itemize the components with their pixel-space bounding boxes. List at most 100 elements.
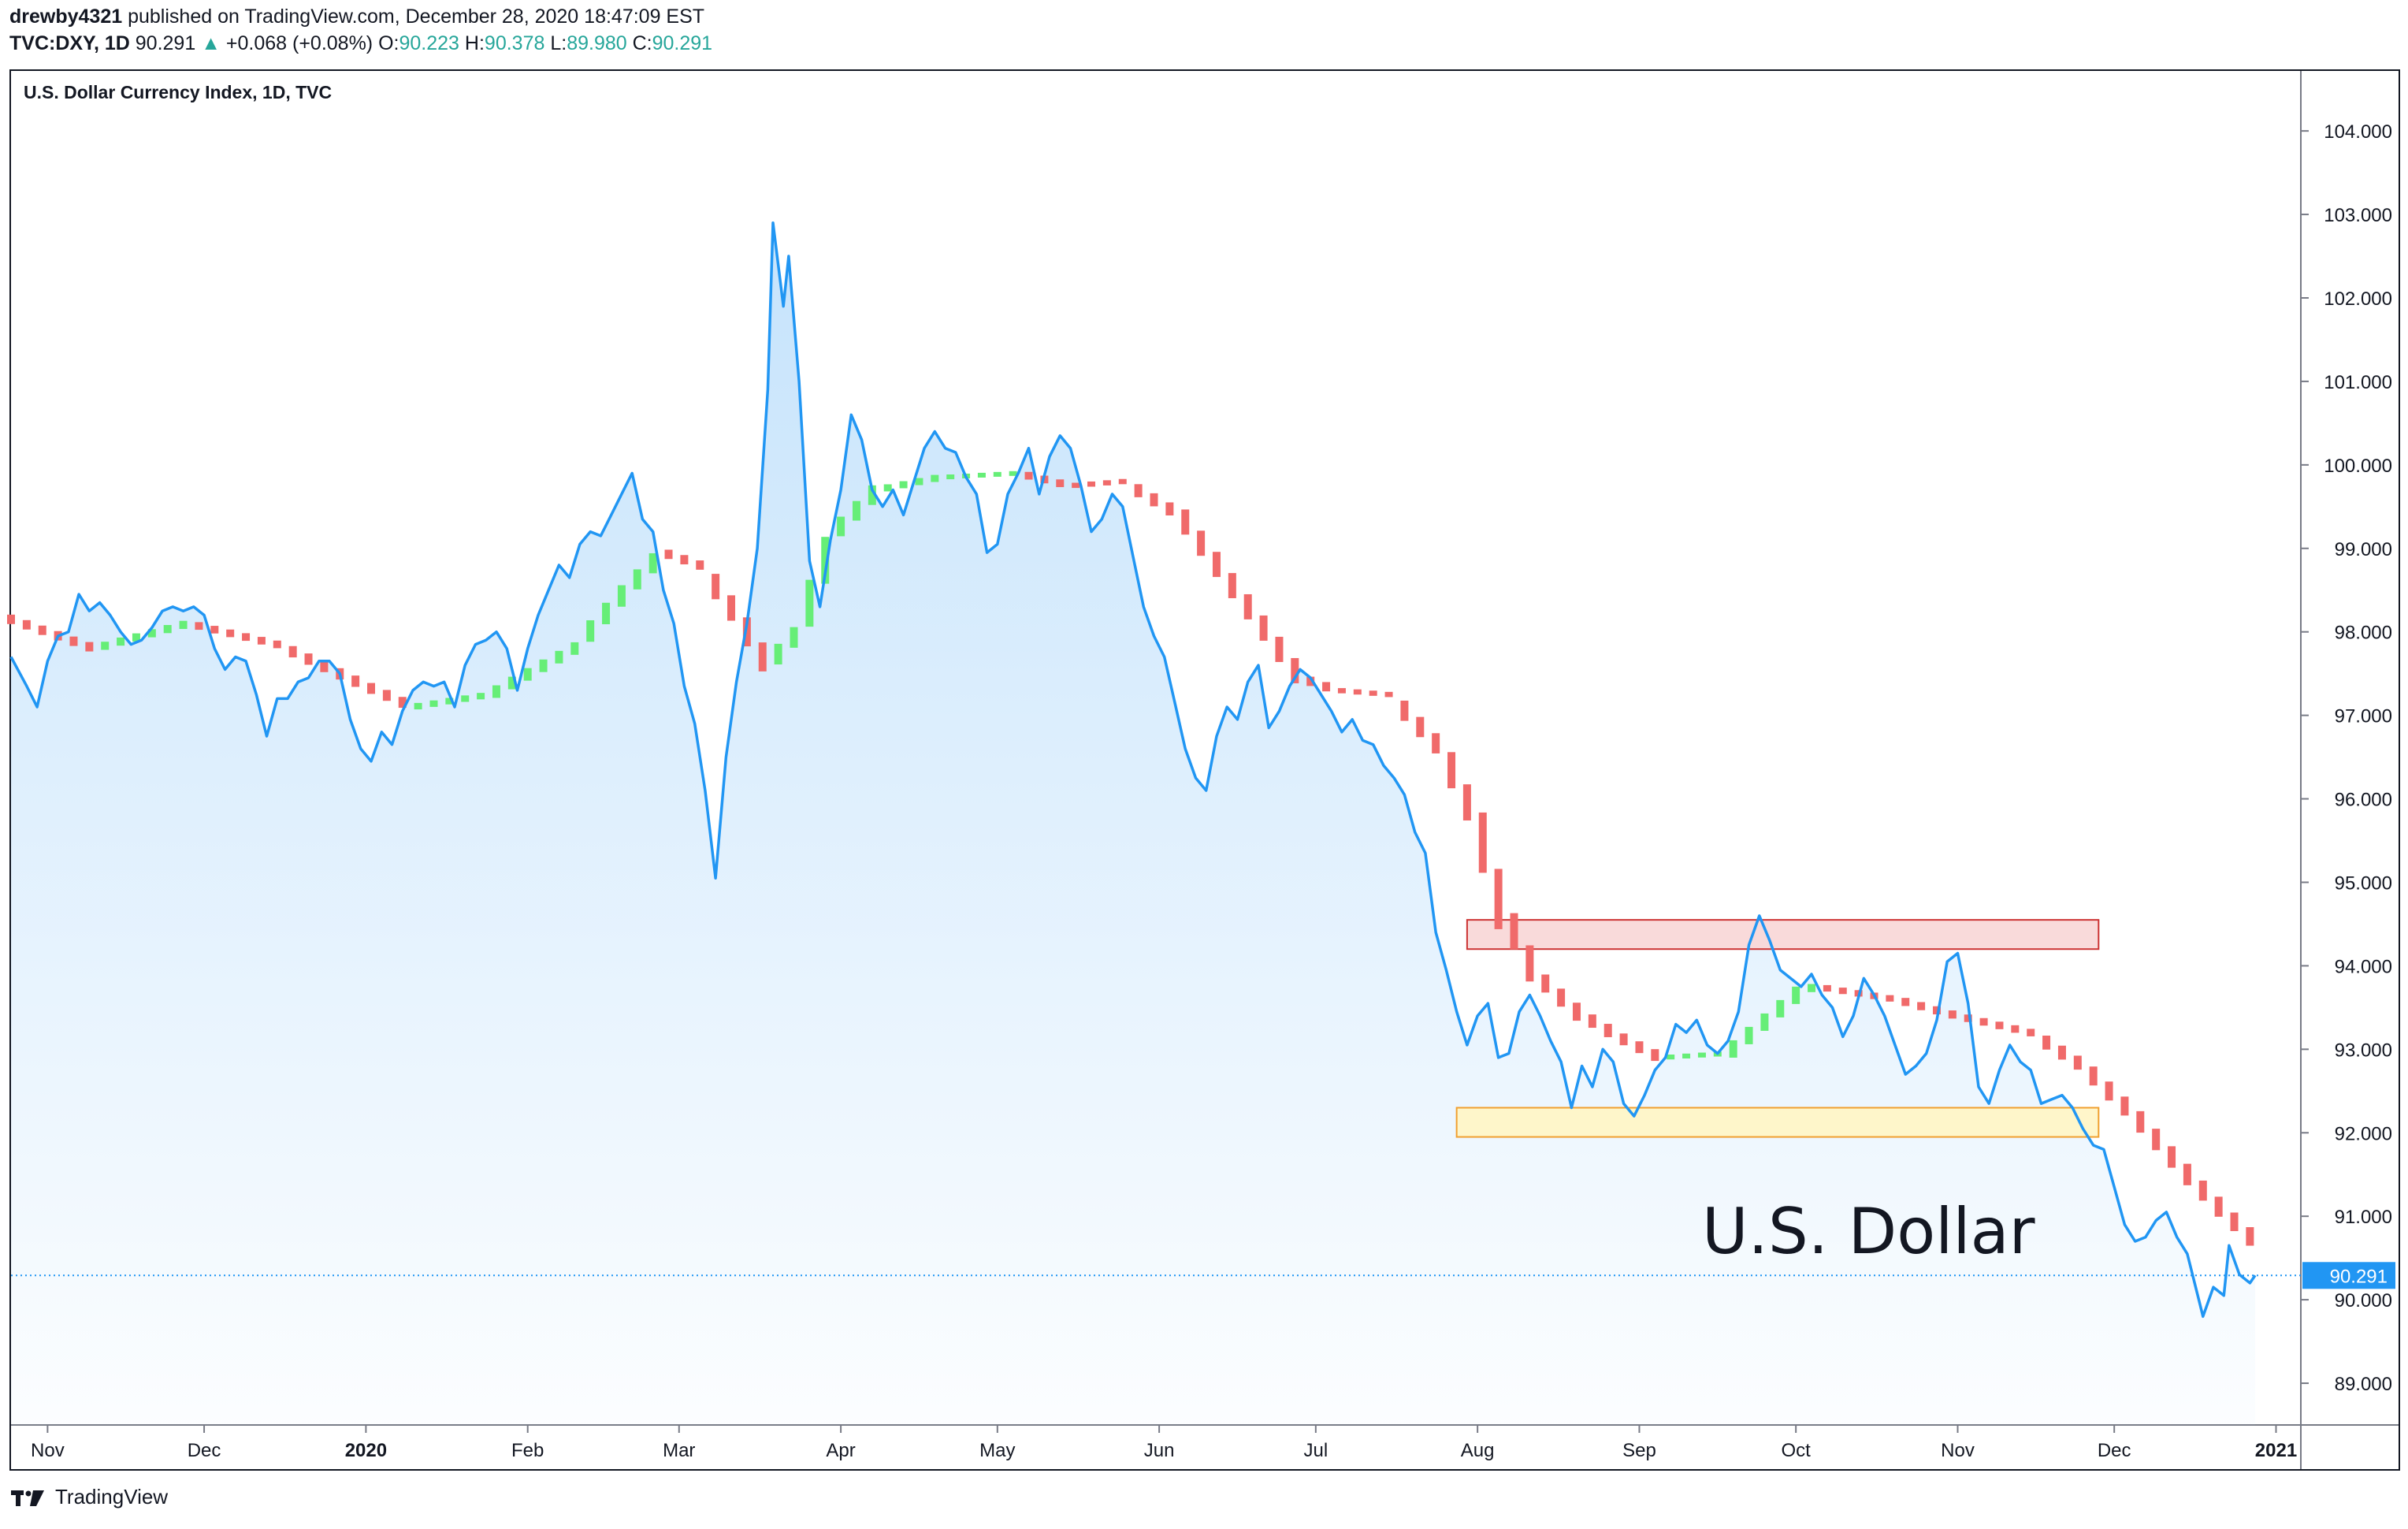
trend-marker [805,579,814,627]
trend-marker [1462,784,1471,821]
trend-marker [398,697,407,709]
close-value: 90.291 [652,32,713,54]
trend-marker [1337,688,1346,694]
trend-marker [1635,1041,1644,1054]
y-tick-label: 101.000 [2324,372,2392,393]
trend-marker [1432,733,1440,753]
trend-marker [1024,471,1033,480]
trend-marker [461,695,470,702]
footer: TradingView [9,1485,168,1509]
trend-marker [226,629,235,638]
trend-marker [273,640,281,649]
trend-marker [2136,1110,2145,1133]
trend-marker [163,625,172,634]
trend-marker [946,474,955,480]
trend-marker [570,642,579,655]
trend-marker [2057,1045,2066,1060]
x-tick-label: Dec [2098,1440,2131,1461]
trend-marker [742,617,751,647]
trend-marker [2073,1055,2082,1070]
trend-marker [883,484,892,492]
author-name[interactable]: drewby4321 [9,6,123,28]
trend-marker [2168,1146,2176,1168]
trend-marker [696,560,704,570]
trend-marker [414,702,422,710]
trend-marker [1510,913,1518,950]
chart-title: U.S. Dollar Currency Index, 1D, TVC [24,82,333,102]
x-tick-label: Jul [1303,1440,1328,1461]
trend-marker [821,537,830,584]
trend-marker [1134,484,1143,497]
trend-marker [351,675,360,687]
last-price-badge-label: 90.291 [2330,1266,2388,1287]
ohlc-header: TVC:DXY, 1D 90.291 ▲ +0.068 (+0.08%) O:9… [9,32,712,55]
trend-marker [1964,1014,1972,1022]
y-tick-label: 89.000 [2335,1374,2392,1395]
trend-marker [1823,984,1831,992]
x-tick-label: Mar [663,1440,695,1461]
trend-marker [837,516,845,537]
trend-marker [1165,502,1174,515]
trend-marker [304,653,313,665]
trend-marker [1087,481,1096,487]
y-tick-label: 102.000 [2324,288,2392,310]
trend-marker [993,471,1001,477]
trend-marker [382,690,391,701]
last-price: 90.291 [135,32,196,54]
trend-marker [1572,1003,1581,1021]
trend-marker [1056,479,1065,488]
x-tick-label: Nov [1941,1440,1975,1461]
trend-marker [1243,593,1252,619]
trend-marker [1369,690,1377,696]
trend-marker [1917,1002,1926,1010]
trend-marker [1541,974,1550,993]
trend-marker [1901,998,1910,1006]
trend-marker [2214,1196,2223,1217]
trend-marker [1197,530,1206,556]
x-tick-label: Nov [31,1440,65,1461]
trend-marker [1181,509,1190,535]
trend-marker [1979,1017,1988,1026]
trend-marker [2246,1227,2254,1246]
publish-header: drewby4321 published on TradingView.com,… [9,5,704,28]
trend-marker [555,650,563,664]
trend-marker [1651,1049,1659,1062]
trend-marker [1886,995,1894,1002]
trend-marker [1072,482,1080,489]
y-tick-label: 93.000 [2335,1040,2392,1061]
y-tick-label: 96.000 [2335,790,2392,811]
trend-marker [977,472,986,478]
trend-marker [617,585,626,607]
trend-marker [1948,1010,1956,1019]
trend-marker [147,629,156,638]
x-tick-label: May [979,1440,1015,1461]
trend-marker [2042,1036,2051,1050]
chart-annotation: U.S. Dollar [1702,1195,2035,1268]
trend-marker [85,642,94,652]
y-tick-label: 94.000 [2335,956,2392,977]
trend-marker [1525,945,1534,982]
trend-marker [915,478,923,485]
trend-marker [633,569,641,590]
trend-marker [2027,1029,2035,1036]
trend-marker [429,700,438,707]
high-label: H: [464,32,485,54]
trend-marker [1102,480,1111,485]
trend-marker [1291,657,1299,683]
trend-marker [1808,984,1816,992]
trend-marker [507,676,516,690]
open-label: O: [378,32,399,54]
price-change: +0.068 (+0.08%) [225,32,373,54]
trend-marker [899,481,908,489]
tradingview-brand[interactable]: TradingView [55,1485,169,1509]
chart-frame[interactable] [9,69,2400,1471]
trend-marker [2105,1081,2113,1101]
price-line [9,221,2257,1319]
trend-marker [1603,1024,1612,1037]
y-tick-label: 90.000 [2335,1290,2392,1311]
resistance-zone [1466,919,2100,951]
trend-marker [1447,752,1456,789]
ticker-symbol: TVC:DXY, 1D [9,32,130,54]
trend-marker [1384,691,1393,698]
